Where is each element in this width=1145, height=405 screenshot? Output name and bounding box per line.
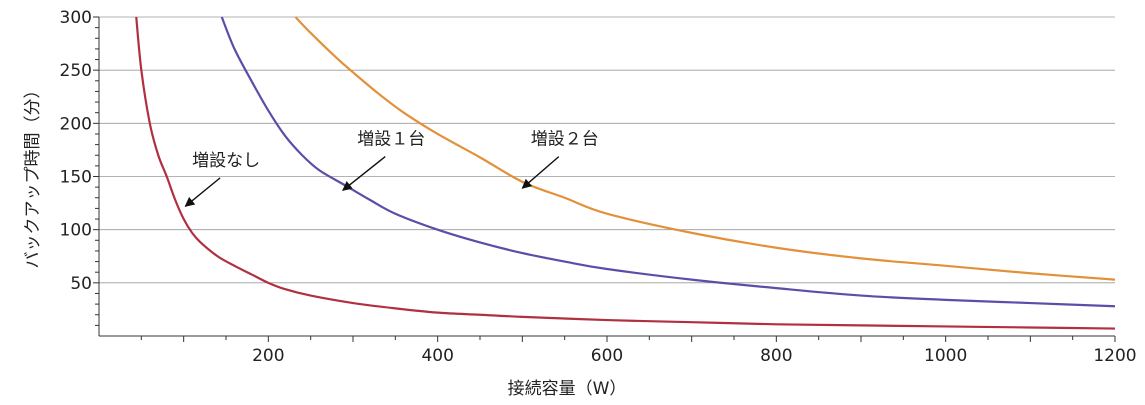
series-lines xyxy=(135,16,1116,330)
series-line-2 xyxy=(220,16,1116,308)
x-axis-title: 接続容量（W） xyxy=(508,379,627,399)
series-line-3 xyxy=(294,16,1116,281)
annotations: 増設なし 増設１台 増設２台 xyxy=(184,130,599,207)
annotation-label-1: 増設なし xyxy=(192,151,260,171)
annotation-arrow-1 xyxy=(184,177,221,207)
tick-labels: 200 400 600 800 1000 1200 50 100 150 200 250 300 xyxy=(60,8,1137,366)
annotation-label-2: 増設１台 xyxy=(357,130,425,150)
y-tick-label-100: 100 xyxy=(60,221,92,241)
x-tick-label-400: 400 xyxy=(421,346,453,366)
x-tick-label-200: 200 xyxy=(252,346,284,366)
x-tick-label-1000: 1000 xyxy=(924,346,967,366)
y-tick-label-150: 150 xyxy=(60,168,92,188)
annotation-arrow-3 xyxy=(521,156,560,189)
y-axis-title: バックアップ時間（分） xyxy=(23,82,43,269)
y-tick-label-300: 300 xyxy=(60,8,92,28)
y-tick-label-250: 250 xyxy=(60,61,92,81)
gridlines xyxy=(99,16,1115,284)
series-line-1 xyxy=(135,16,1116,330)
y-tick-label-200: 200 xyxy=(60,114,92,134)
axes xyxy=(93,16,1116,342)
x-tick-label-600: 600 xyxy=(591,346,623,366)
annotation-label-3: 増設２台 xyxy=(531,130,599,150)
y-tick-label-50: 50 xyxy=(70,274,92,294)
annotation-arrow-2 xyxy=(342,156,386,191)
x-tick-label-1200: 1200 xyxy=(1093,346,1136,366)
x-tick-label-800: 800 xyxy=(760,346,792,366)
